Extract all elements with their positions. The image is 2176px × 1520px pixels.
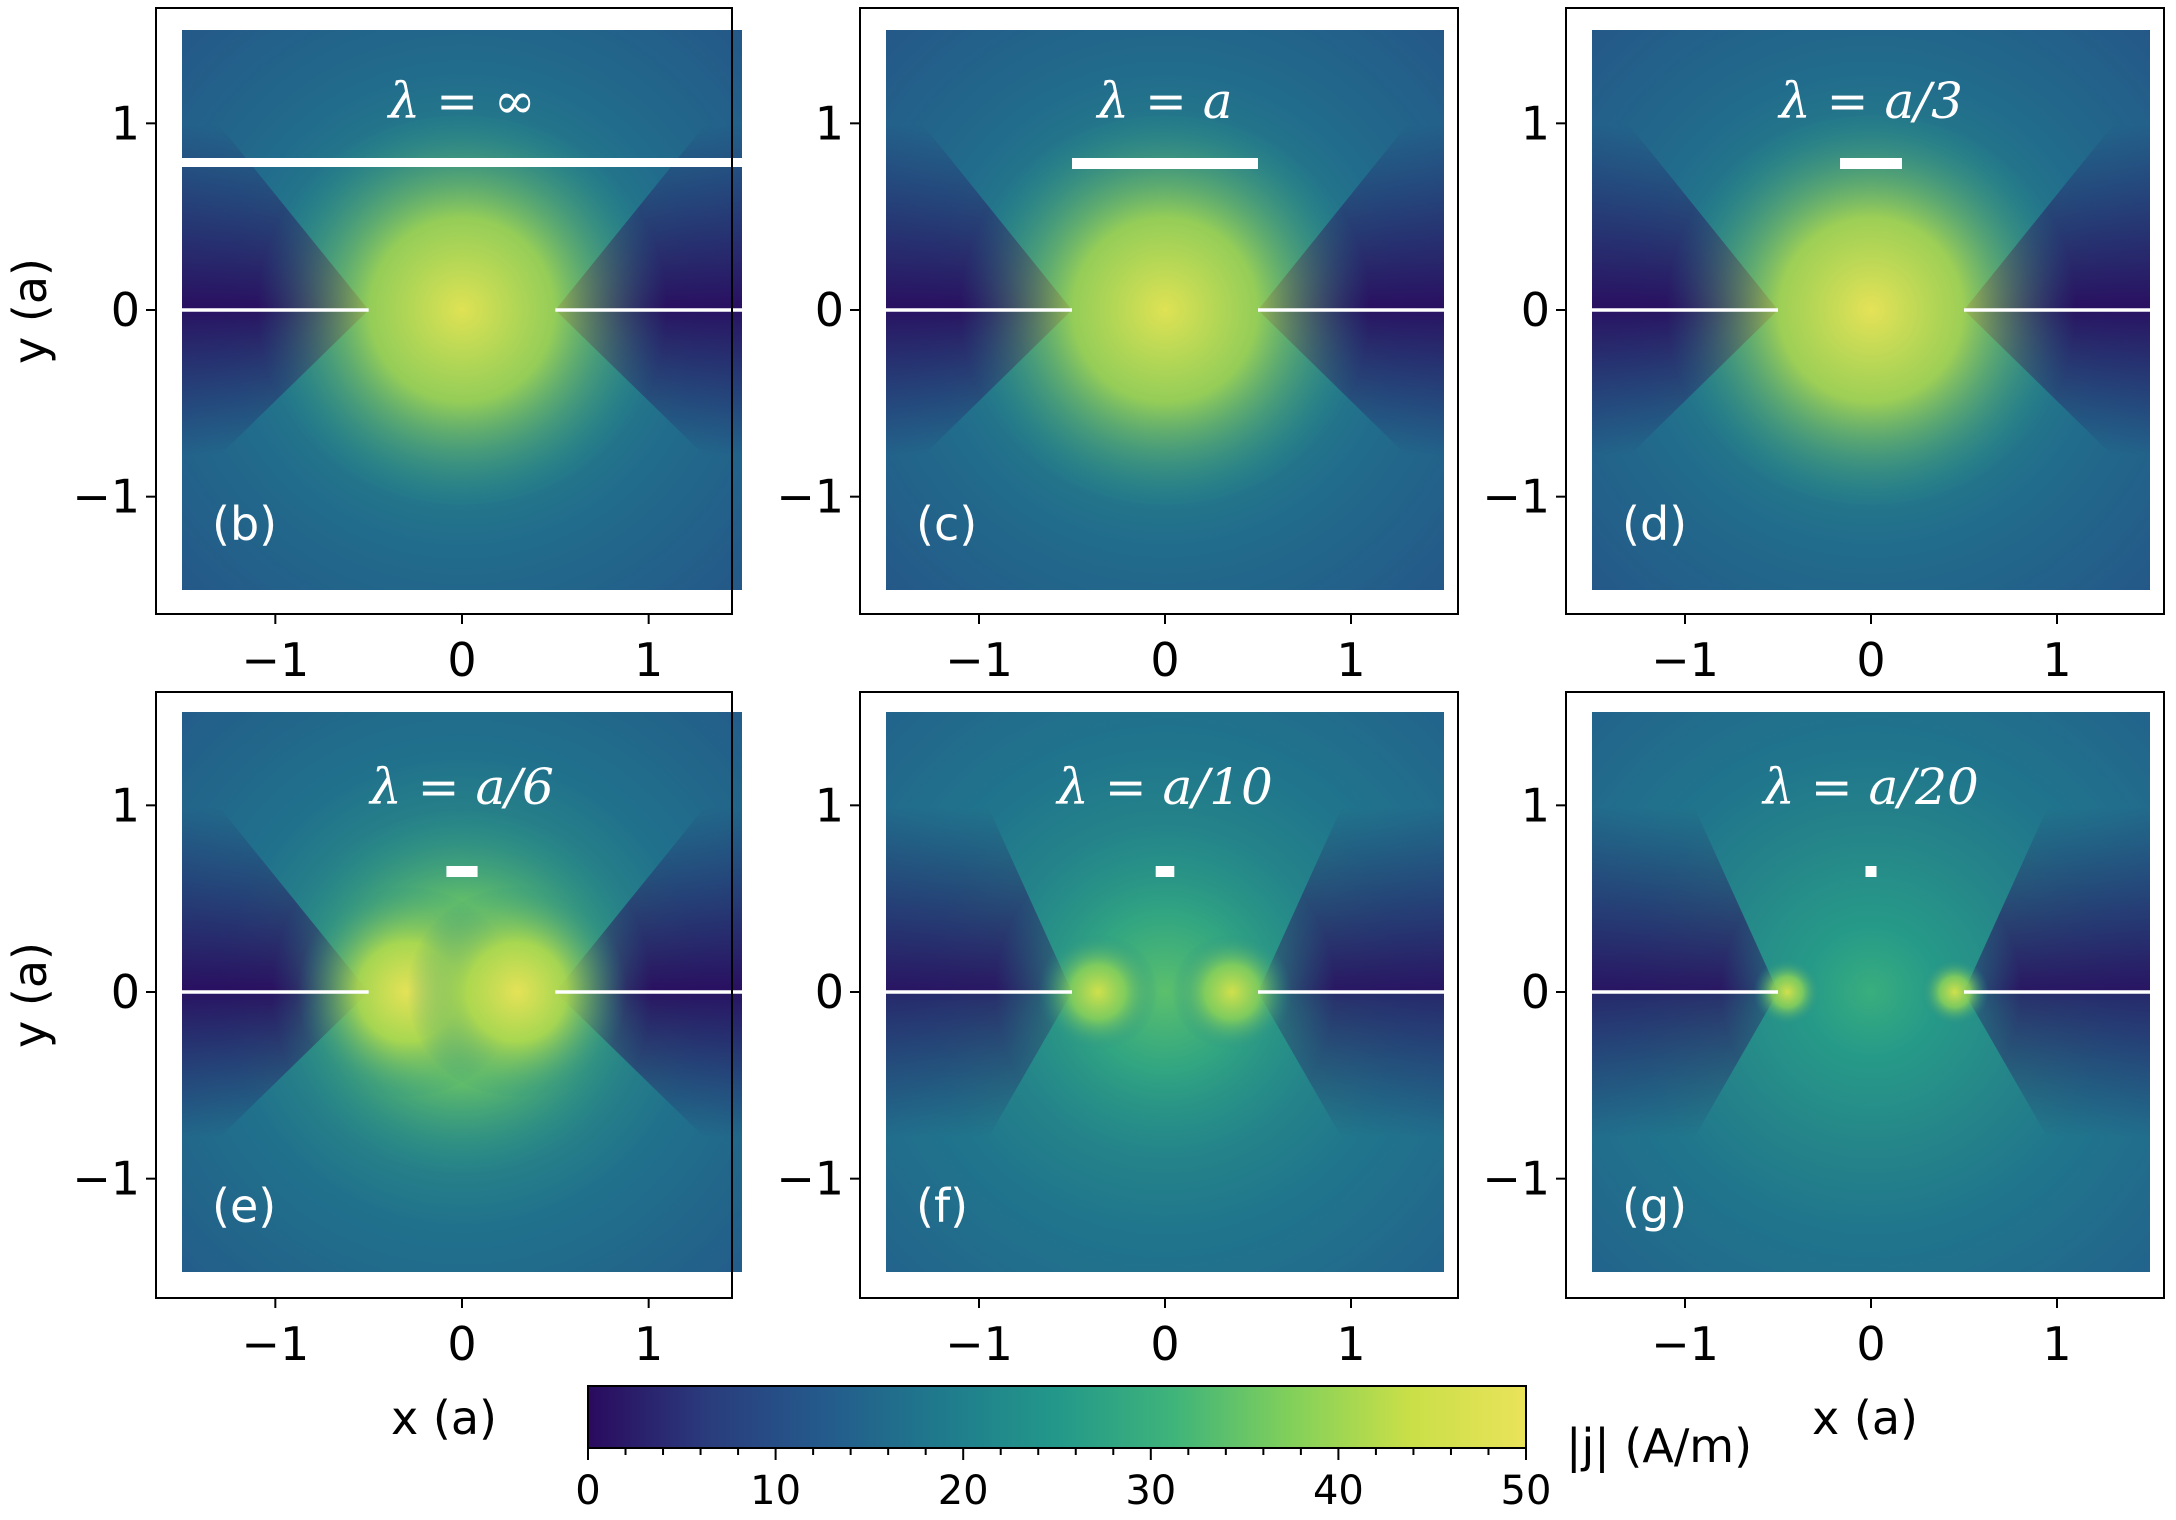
- y-tick-label: −1: [1482, 470, 1550, 524]
- lambda-scale-bar: [1840, 158, 1902, 169]
- panel-label: (e): [212, 1179, 276, 1233]
- x-axis-label: x (a): [1812, 1391, 1918, 1445]
- panel-label: (c): [916, 497, 977, 551]
- lambda-label: λ = ∞: [386, 72, 535, 130]
- y-tick-label: −1: [776, 470, 844, 524]
- panel-g: λ = a/20 (g) −1 0 1 −1 0 1 x (a): [1482, 691, 2165, 1445]
- panel-label: (g): [1622, 1179, 1687, 1233]
- current-hotspot: [1666, 115, 2076, 505]
- colorbar-tick-label: 50: [1501, 1468, 1552, 1514]
- y-tick-label: 1: [111, 778, 140, 832]
- y-tick-label: −1: [1482, 1152, 1550, 1206]
- lambda-scale-bar: [182, 158, 742, 167]
- x-tick-label: −1: [945, 1317, 1013, 1371]
- panel-label: (f): [916, 1179, 968, 1233]
- x-tick-label: −1: [1651, 633, 1719, 687]
- colorbar-tick-label: 30: [1125, 1468, 1176, 1514]
- y-axis-label: y (a): [3, 258, 57, 364]
- y-tick-label: −1: [72, 1152, 140, 1206]
- y-tick-label: 1: [1521, 96, 1550, 150]
- panel-label: (d): [1622, 497, 1687, 551]
- y-tick-label: 1: [815, 96, 844, 150]
- x-tick-label: −1: [241, 633, 309, 687]
- lambda-label: λ = a/3: [1777, 72, 1963, 130]
- current-hotspot: [1753, 959, 1822, 1025]
- panel-label: (b): [212, 497, 277, 551]
- axes-frame: [859, 691, 1459, 1299]
- current-hotspot: [1171, 935, 1292, 1049]
- x-tick-label: 1: [1336, 1317, 1365, 1371]
- current-hotspot: [1920, 959, 1989, 1025]
- lambda-label: λ = a/6: [368, 758, 554, 816]
- panel-e: λ = a/6 (e) −1 0 1 −1 0 1 y (a) x (a): [3, 691, 742, 1445]
- x-tick-label: 1: [2042, 633, 2071, 687]
- y-tick-label: −1: [72, 470, 140, 524]
- x-tick-label: 1: [2042, 1317, 2071, 1371]
- lambda-label: λ = a/20: [1761, 758, 1979, 816]
- colorbar-tick-label: 40: [1313, 1468, 1364, 1514]
- x-tick-label: 0: [1856, 633, 1885, 687]
- colorbar-gradient: [587, 1385, 1527, 1449]
- x-tick-label: 1: [634, 1317, 663, 1371]
- y-tick-label: 0: [1521, 283, 1550, 337]
- colorbar-ticks: 0 10 20 30 40 50: [575, 1448, 1551, 1514]
- y-tick-label: 0: [1521, 965, 1550, 1019]
- y-tick-label: −1: [776, 1152, 844, 1206]
- x-tick-label: 1: [1336, 633, 1365, 687]
- x-tick-label: 1: [634, 633, 663, 687]
- lambda-scale-bar: [446, 866, 478, 877]
- y-tick-label: 0: [815, 965, 844, 1019]
- colorbar-tick-label: 20: [938, 1468, 989, 1514]
- x-tick-label: −1: [241, 1317, 309, 1371]
- panel-d: λ = a/3 (d) −1 0 1 −1 0 1: [1482, 7, 2165, 687]
- x-tick-label: 0: [447, 633, 476, 687]
- axes-frame: [1565, 691, 2165, 1299]
- x-tick-label: 0: [1150, 1317, 1179, 1371]
- lambda-label: λ = a: [1095, 72, 1232, 130]
- lambda-scale-bar: [1072, 158, 1258, 169]
- y-tick-label: 0: [815, 283, 844, 337]
- panel-b: λ = ∞ (b) −1 0 1 −1 0 1 y (a): [3, 7, 742, 687]
- y-axis-label: y (a): [3, 942, 57, 1048]
- y-tick-label: 1: [111, 96, 140, 150]
- y-tick-label: 0: [111, 965, 140, 1019]
- colorbar-tick-label: 10: [750, 1468, 801, 1514]
- panels-group: λ = ∞(b)−101−1 0 1y (a)λ = a(c)−101−1 0 1λ =…: [3, 7, 2165, 1445]
- panel-c: λ = a (c) −1 0 1 −1 0 1: [776, 7, 1459, 687]
- panel-f: λ = a/10 (f) −1 0 1 −1 0 1: [776, 691, 1459, 1371]
- y-tick-label: 1: [815, 778, 844, 832]
- y-tick-label: 0: [111, 283, 140, 337]
- y-tick-label: 1: [1521, 778, 1550, 832]
- colorbar: 0 10 20 30 40 50 |j| (A/m): [575, 1385, 1752, 1514]
- x-tick-label: 0: [1856, 1317, 1885, 1371]
- current-hotspot: [257, 115, 667, 505]
- current-hotspot: [407, 887, 627, 1097]
- lambda-scale-bar: [1865, 866, 1877, 877]
- x-tick-label: 0: [447, 1317, 476, 1371]
- current-hotspot: [960, 115, 1370, 505]
- lambda-scale-bar: [1155, 866, 1175, 877]
- lambda-label: λ = a/10: [1055, 758, 1273, 816]
- x-tick-label: −1: [1651, 1317, 1719, 1371]
- x-tick-label: −1: [945, 633, 1013, 687]
- current-hotspot: [995, 830, 1335, 1154]
- colorbar-tick-label: 0: [575, 1468, 600, 1514]
- current-hotspot: [1721, 849, 2021, 1135]
- x-axis-label: x (a): [391, 1391, 497, 1445]
- colorbar-label: |j| (A/m): [1566, 1419, 1752, 1474]
- current-hotspot: [1038, 935, 1159, 1049]
- axes-frame: [155, 691, 733, 1299]
- x-tick-label: 0: [1150, 633, 1179, 687]
